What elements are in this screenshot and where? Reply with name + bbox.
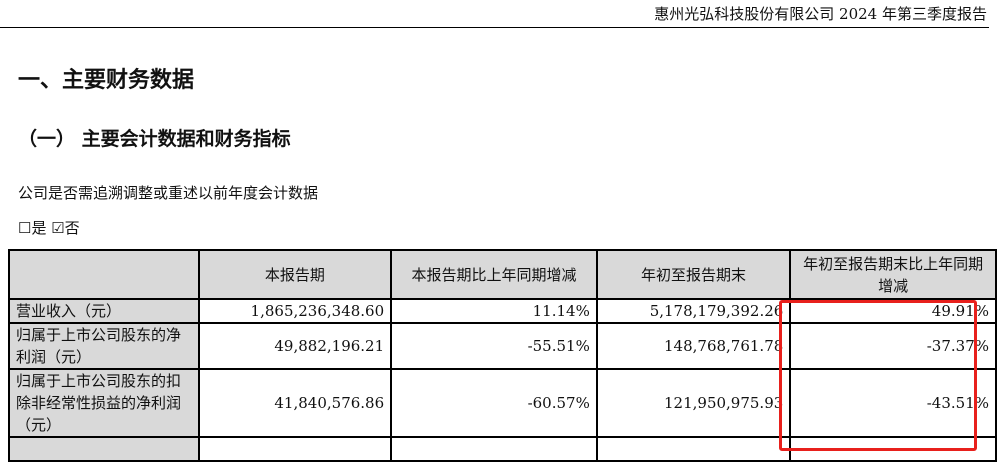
col-header: 年初至报告期末 bbox=[595, 249, 792, 300]
report-header: 惠州光弘科技股份有限公司 2024 年第三季度报告 bbox=[654, 5, 987, 23]
header-divider bbox=[0, 27, 989, 28]
table-row: 归属于上市公司股东的扣除非经常性损益的净利润（元） 41,840,576.86 … bbox=[8, 368, 997, 438]
cell: 41,840,576.86 bbox=[197, 368, 393, 438]
col-header: 本报告期比上年同期增减 bbox=[390, 249, 598, 300]
cell bbox=[595, 436, 792, 462]
cell bbox=[390, 436, 598, 462]
row-label: 营业收入（元） bbox=[8, 298, 200, 324]
table-row: 归属于上市公司股东的净利润（元） 49,882,196.21 -55.51% 1… bbox=[8, 322, 997, 370]
cell: -60.57% bbox=[390, 368, 598, 438]
section-subtitle: （一） 主要会计数据和财务指标 bbox=[18, 128, 291, 150]
cell bbox=[197, 436, 393, 462]
cell: 5,178,179,392.26 bbox=[595, 298, 792, 324]
cell: 1,865,236,348.60 bbox=[197, 298, 393, 324]
restatement-question: 公司是否需追溯调整或重述以前年度会计数据 bbox=[18, 184, 319, 202]
cell: 11.14% bbox=[390, 298, 598, 324]
cell: 148,768,761.78 bbox=[595, 322, 792, 370]
col-header: 年初至报告期末比上年同期增减 bbox=[789, 249, 997, 300]
cell: -37.37% bbox=[789, 322, 997, 370]
section-title: 一、主要财务数据 bbox=[18, 68, 195, 93]
row-label bbox=[8, 436, 200, 462]
restatement-options: ☐是 ☑否 bbox=[18, 219, 80, 237]
cell: 121,950,975.93 bbox=[595, 368, 792, 438]
cell: 49,882,196.21 bbox=[197, 322, 393, 370]
cell: -55.51% bbox=[390, 322, 598, 370]
row-label: 归属于上市公司股东的扣除非经常性损益的净利润（元） bbox=[8, 368, 200, 438]
table-header-row: 本报告期 本报告期比上年同期增减 年初至报告期末 年初至报告期末比上年同期增减 bbox=[8, 249, 997, 300]
col-header: 本报告期 bbox=[197, 249, 393, 300]
highlight-box bbox=[779, 300, 977, 451]
cell: -43.51% bbox=[789, 368, 997, 438]
col-header bbox=[8, 249, 200, 300]
row-label: 归属于上市公司股东的净利润（元） bbox=[8, 322, 200, 370]
